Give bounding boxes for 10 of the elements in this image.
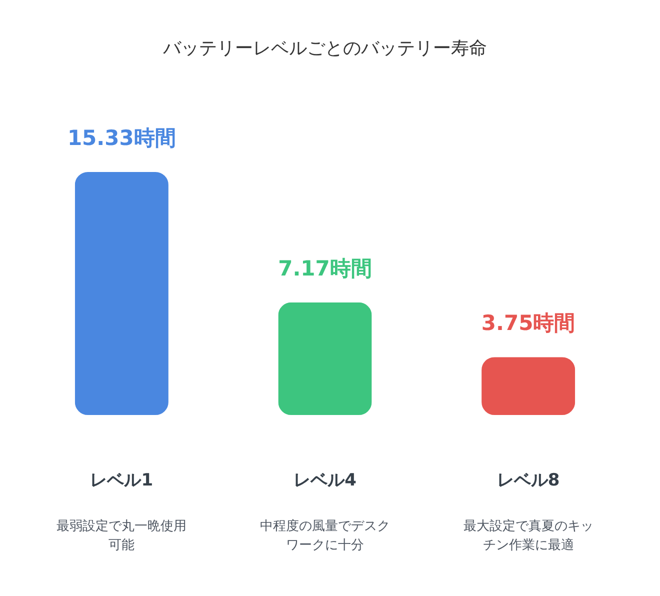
- text: 最大設定で真夏のキッチン作業に最適: [463, 519, 594, 553]
- x-tick-label: レベル4: [294, 470, 357, 490]
- data-label: 3.75時間: [481, 311, 576, 336]
- chart-title: バッテリーレベルごとのバッテリー寿命: [162, 38, 487, 59]
- x-tick-label: レベル1: [90, 470, 154, 490]
- text: 最弱設定で丸一晩使用可能: [56, 519, 187, 553]
- text: 中程度の風量でデスクワークに十分: [260, 518, 390, 553]
- data-label: 7.17時間: [278, 256, 372, 280]
- data-label: 15.33時間: [67, 126, 176, 150]
- x-tick-label: レベル8: [496, 470, 560, 490]
